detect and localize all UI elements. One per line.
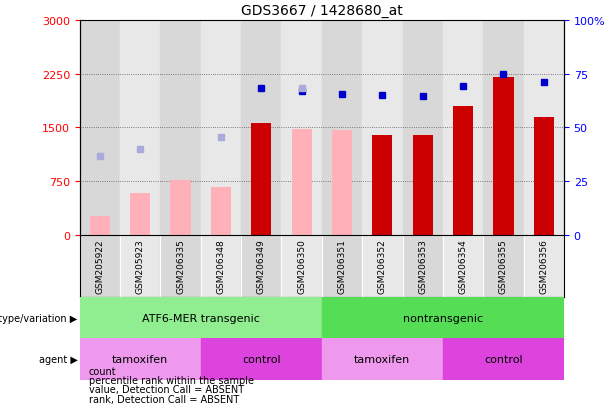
Bar — [443, 235, 483, 297]
Text: percentile rank within the sample: percentile rank within the sample — [89, 375, 254, 385]
Text: GSM206348: GSM206348 — [216, 239, 226, 293]
Bar — [322, 297, 564, 339]
Text: rank, Detection Call = ABSENT: rank, Detection Call = ABSENT — [89, 394, 239, 404]
Bar — [322, 235, 362, 297]
Bar — [161, 21, 201, 235]
Bar — [453, 107, 473, 235]
Bar — [211, 188, 231, 235]
Bar — [534, 118, 554, 235]
Bar — [201, 339, 322, 380]
Bar — [80, 339, 201, 380]
Text: control: control — [484, 354, 523, 364]
Bar — [120, 21, 161, 235]
Text: value, Detection Call = ABSENT: value, Detection Call = ABSENT — [89, 385, 244, 394]
Text: GSM206356: GSM206356 — [539, 239, 548, 293]
Text: GSM206353: GSM206353 — [418, 239, 427, 293]
Text: GSM205923: GSM205923 — [135, 239, 145, 293]
Bar — [483, 235, 524, 297]
Text: GSM205922: GSM205922 — [96, 239, 104, 293]
Bar — [241, 21, 281, 235]
Text: genotype/variation ▶: genotype/variation ▶ — [0, 313, 78, 323]
Bar — [80, 297, 322, 339]
Bar — [241, 235, 281, 297]
Bar — [201, 235, 241, 297]
Bar — [322, 21, 362, 235]
Text: GSM206351: GSM206351 — [338, 239, 346, 293]
Bar — [80, 21, 120, 235]
Bar — [362, 235, 403, 297]
Bar — [413, 136, 433, 235]
Bar — [322, 339, 443, 380]
Bar — [170, 181, 191, 235]
Bar — [281, 235, 322, 297]
Bar — [493, 78, 514, 235]
Bar — [201, 21, 241, 235]
Bar — [251, 124, 272, 235]
Bar — [120, 235, 161, 297]
Text: GSM206335: GSM206335 — [176, 239, 185, 293]
Text: count: count — [89, 366, 116, 376]
Text: control: control — [242, 354, 281, 364]
Text: GSM206354: GSM206354 — [459, 239, 468, 293]
Text: GSM206349: GSM206349 — [257, 239, 266, 293]
Bar — [403, 235, 443, 297]
Bar — [281, 21, 322, 235]
Text: GSM206352: GSM206352 — [378, 239, 387, 293]
Text: agent ▶: agent ▶ — [39, 354, 78, 364]
Text: ATF6-MER transgenic: ATF6-MER transgenic — [142, 313, 260, 323]
Text: GSM206355: GSM206355 — [499, 239, 508, 293]
Bar — [80, 235, 120, 297]
Bar — [524, 21, 564, 235]
Bar — [372, 136, 392, 235]
Bar — [89, 216, 110, 235]
Text: GSM206350: GSM206350 — [297, 239, 306, 293]
Bar — [130, 193, 150, 235]
Bar — [292, 129, 312, 235]
Bar — [332, 131, 352, 235]
Bar — [524, 235, 564, 297]
Text: tamoxifen: tamoxifen — [354, 354, 411, 364]
Text: tamoxifen: tamoxifen — [112, 354, 169, 364]
Bar — [483, 21, 524, 235]
Title: GDS3667 / 1428680_at: GDS3667 / 1428680_at — [241, 4, 403, 18]
Bar — [443, 339, 564, 380]
Text: nontransgenic: nontransgenic — [403, 313, 483, 323]
Bar — [161, 235, 201, 297]
Bar — [443, 21, 483, 235]
Bar — [403, 21, 443, 235]
Bar — [362, 21, 403, 235]
